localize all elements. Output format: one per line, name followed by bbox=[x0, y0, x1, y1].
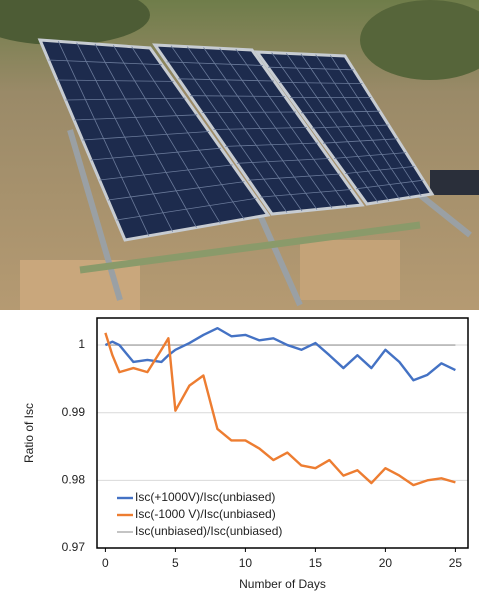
x-tick-label: 20 bbox=[379, 556, 393, 570]
block bbox=[300, 240, 400, 300]
solar-panel-photo bbox=[0, 0, 479, 310]
x-tick-label: 25 bbox=[449, 556, 463, 570]
shadow-panel bbox=[430, 170, 479, 195]
x-tick-label: 0 bbox=[102, 556, 109, 570]
legend-label: Isc(unbiased)/Isc(unbiased) bbox=[135, 524, 282, 538]
legend-label: Isc(+1000V)/Isc(unbiased) bbox=[135, 490, 275, 504]
y-axis-label: Ratio of Isc bbox=[22, 403, 36, 463]
legend-label: Isc(-1000 V)/Isc(unbiased) bbox=[135, 507, 276, 521]
page: {"chart_data": {"type": "line", "xlabel"… bbox=[0, 0, 479, 594]
x-tick-label: 15 bbox=[309, 556, 323, 570]
x-axis-label: Number of Days bbox=[239, 577, 326, 591]
x-tick-label: 5 bbox=[172, 556, 179, 570]
y-tick-label: 0.99 bbox=[62, 405, 86, 419]
x-tick-label: 10 bbox=[239, 556, 253, 570]
y-tick-label: 0.98 bbox=[62, 473, 86, 487]
y-tick-label: 1 bbox=[78, 337, 85, 351]
y-tick-label: 0.97 bbox=[62, 540, 86, 554]
